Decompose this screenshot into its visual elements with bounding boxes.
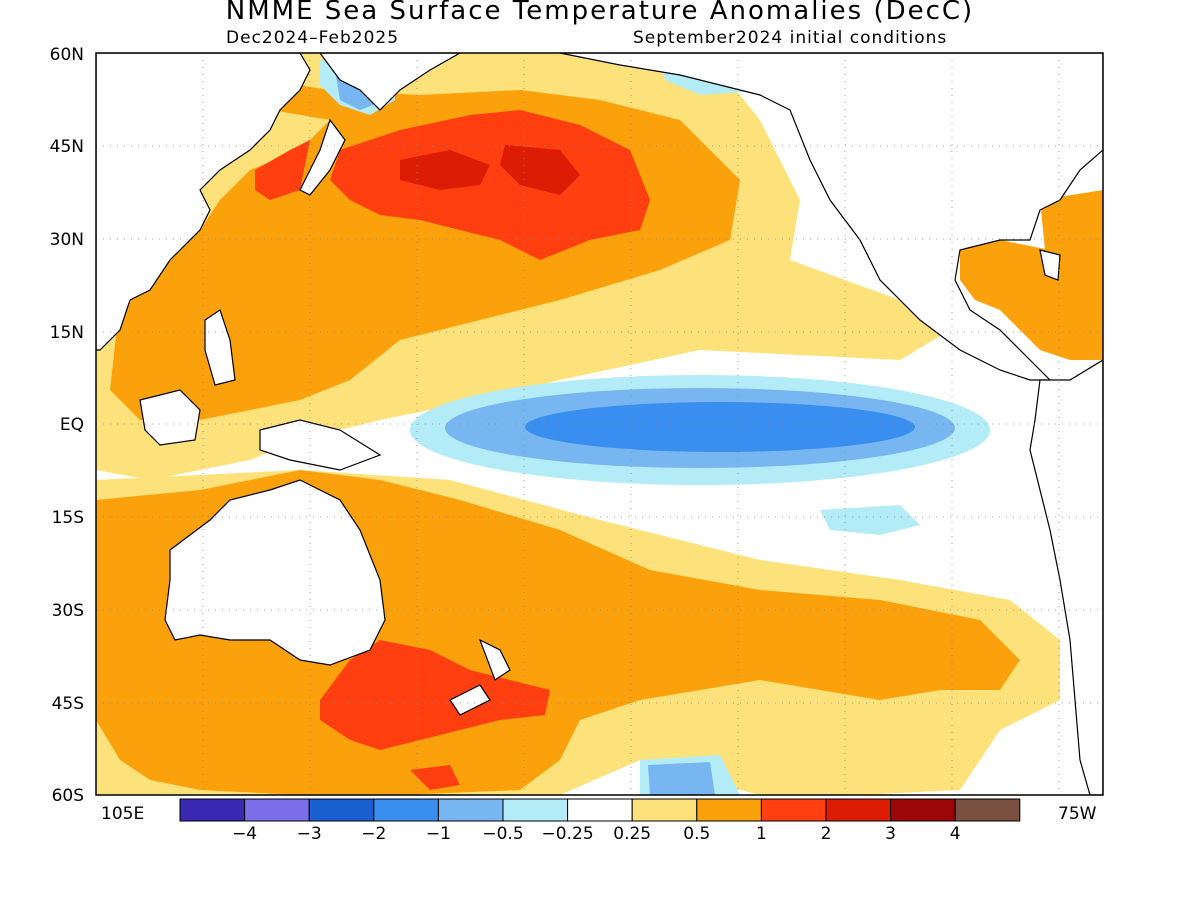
lon-label-left: 105E <box>101 804 145 824</box>
colorbar-swatch <box>631 798 698 822</box>
colorbar-swatch <box>567 798 633 822</box>
lat-label-30s: 30S <box>51 601 84 621</box>
lat-label-15s: 15S <box>51 508 84 528</box>
colorbar-swatch <box>308 798 375 822</box>
colorbar-swatch <box>890 798 956 822</box>
forecast-period: Dec2024–Feb2025 <box>226 28 400 48</box>
lon-label-right: 75W <box>1058 804 1097 824</box>
north-pacific-red <box>330 110 650 260</box>
colorbar-swatch <box>954 798 1021 822</box>
land <box>96 53 1103 795</box>
colorbar-tick-label: 2 <box>820 824 832 844</box>
graticule <box>96 53 1103 795</box>
colorbar-swatch <box>244 798 310 822</box>
map-frame <box>95 52 1104 796</box>
initial-conditions: September2024 initial conditions <box>633 28 948 48</box>
colorbar-tick-label: −4 <box>232 824 258 844</box>
lat-label-45n: 45N <box>49 137 84 157</box>
north-pacific-core-2 <box>500 145 580 195</box>
colorbar-tick-label: −3 <box>296 824 322 844</box>
southern-blue <box>648 762 715 795</box>
colorbar-swatch <box>502 798 569 822</box>
colorbar-tick-label: −0.25 <box>541 824 594 844</box>
map-title: NMME Sea Surface Temperature Anomalies (… <box>225 0 975 26</box>
colorbar-tick-label: 1 <box>755 824 767 844</box>
colorbar-tick-label: 0.5 <box>683 824 711 844</box>
colorbar-tick-label: 0.25 <box>613 824 652 844</box>
lat-label-60s: 60S <box>51 786 84 806</box>
colorbar-swatch <box>437 798 504 822</box>
tasman-red <box>320 640 550 750</box>
colorbar-swatch <box>373 798 439 822</box>
colorbar <box>179 798 1021 822</box>
lat-label-45s: 45S <box>51 694 84 714</box>
colorbar-tick-label: −2 <box>361 824 387 844</box>
south-red-blob <box>410 765 460 790</box>
south-east-cool <box>820 505 920 535</box>
colorbar-tick-label: 4 <box>949 824 961 844</box>
colorbar-tick-label: −0.5 <box>482 824 524 844</box>
colorbar-swatch <box>760 798 827 822</box>
colorbar-swatch <box>179 798 246 822</box>
colorbar-swatch <box>825 798 892 822</box>
lat-label-eq: EQ <box>59 415 84 435</box>
cold-tongue-core <box>525 402 915 452</box>
japan-sea-red <box>255 140 310 200</box>
north-pacific-core <box>400 150 490 190</box>
colorbar-tick-label: −1 <box>425 824 451 844</box>
lat-label-15n: 15N <box>49 323 84 343</box>
lat-label-30n: 30N <box>49 230 84 250</box>
lat-label-60n: 60N <box>49 45 84 65</box>
colorbar-swatch <box>696 798 762 822</box>
colorbar-tick-label: 3 <box>885 824 897 844</box>
